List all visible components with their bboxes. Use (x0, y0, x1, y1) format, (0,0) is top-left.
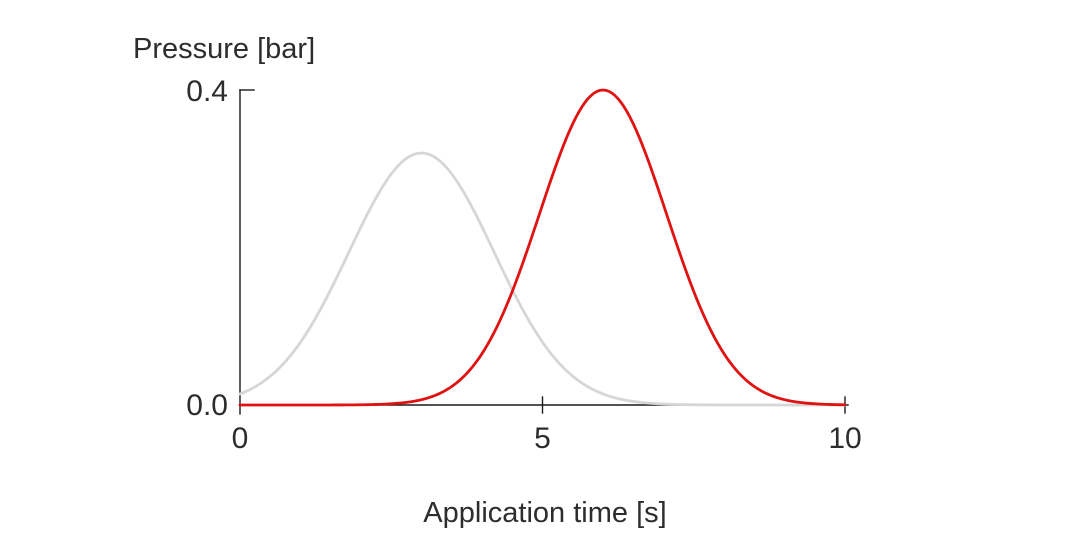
axes (239, 89, 849, 415)
series-line-gray-curve (238, 151, 847, 407)
x-tick-label-5: 5 (534, 422, 551, 455)
y-tick-label-00: 0.0 (186, 389, 228, 422)
y-axis-title: Pressure [bar] (133, 33, 315, 65)
series-lines (238, 88, 847, 407)
x-tick-label-0: 0 (232, 422, 249, 455)
x-axis-title: Application time [s] (423, 497, 666, 529)
x-tick-label-10: 10 (828, 422, 861, 455)
series-line-red-curve (238, 88, 847, 407)
y-tick-label-04: 0.4 (186, 75, 228, 108)
